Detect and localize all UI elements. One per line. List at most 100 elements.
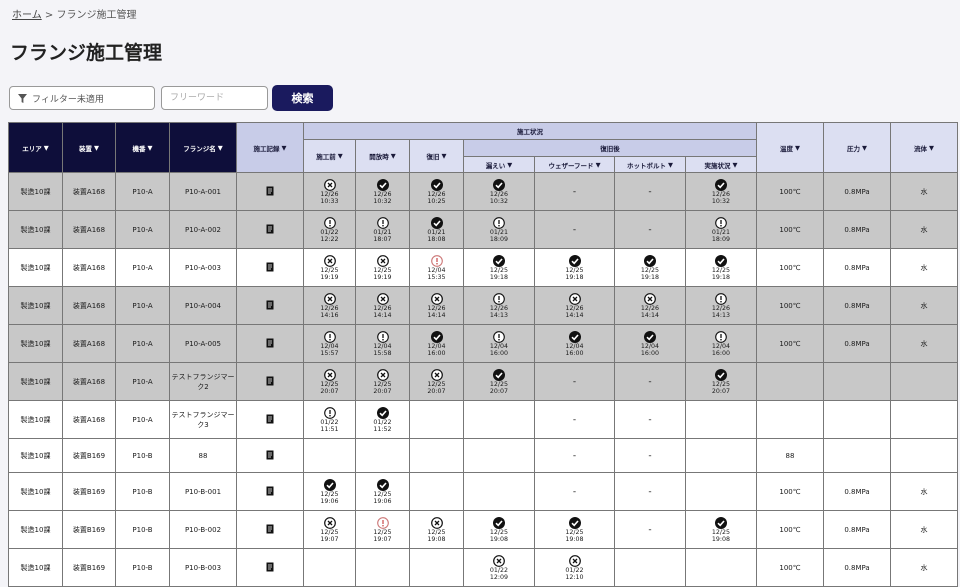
cell-record[interactable] — [236, 472, 304, 511]
status-cell[interactable]: 12/26 10:33 — [303, 172, 356, 211]
filter-button[interactable]: フィルター未適用 — [9, 86, 155, 110]
status-cell[interactable]: 12/26 14:13 — [685, 286, 757, 325]
status-cell[interactable]: 12/04 16:00 — [614, 324, 686, 363]
cell-flange: P10-A-004 — [169, 286, 237, 325]
freeword-input[interactable] — [161, 86, 268, 110]
table-row[interactable]: 製造10課 装置A168 P10-A テストフランジマーク2 12/25 20:07 12/… — [8, 362, 958, 401]
status-cell[interactable]: 12/25 20:07 — [409, 362, 464, 401]
status-cell[interactable]: 12/04 16:00 — [534, 324, 615, 363]
table-row[interactable]: 製造10課 装置A168 P10-A P10-A-003 12/25 19:19 12/25… — [8, 248, 958, 287]
warning-icon — [323, 406, 336, 419]
status-cell[interactable]: 01/21 18:07 — [355, 210, 410, 249]
status-cell — [685, 548, 757, 587]
status-cell[interactable]: 12/26 14:14 — [614, 286, 686, 325]
status-cell[interactable]: 12/25 19:08 — [534, 510, 615, 549]
status-cell[interactable]: 12/26 10:32 — [355, 172, 410, 211]
status-cell[interactable]: 01/21 18:09 — [685, 210, 757, 249]
table-row[interactable]: 製造10課 装置B169 P10-B 88- -88 — [8, 438, 958, 473]
check-icon — [715, 254, 727, 267]
status-cell[interactable]: 01/21 18:08 — [409, 210, 464, 249]
table-row[interactable]: 製造10課 装置B169 P10-B P10-B-001 12/25 19:06 12/25… — [8, 472, 958, 511]
status-cell[interactable]: 12/25 19:06 — [303, 472, 356, 511]
table-row[interactable]: 製造10課 装置B169 P10-B P10-B-003 01/22 12:09 01/22… — [8, 548, 958, 587]
status-cell[interactable]: 12/25 19:18 — [614, 248, 686, 287]
header-device[interactable]: 機番 ▼ — [115, 122, 170, 173]
status-cell[interactable]: 12/25 19:19 — [355, 248, 410, 287]
status-cell[interactable]: 12/26 14:14 — [409, 286, 464, 325]
cell-record[interactable] — [236, 210, 304, 249]
header-restore[interactable]: 復旧 ▼ — [409, 139, 464, 173]
status-cell[interactable]: 12/04 15:57 — [303, 324, 356, 363]
header-area[interactable]: エリア ▼ — [8, 122, 63, 173]
cell-record[interactable] — [236, 438, 304, 473]
table-row[interactable]: 製造10課 装置A168 P10-A P10-A-001 12/26 10:33 12/26… — [8, 172, 958, 211]
cell-record[interactable] — [236, 548, 304, 587]
table-row[interactable]: 製造10課 装置A168 P10-A P10-A-004 12/26 14:16 12/26… — [8, 286, 958, 325]
cell-area: 製造10課 — [8, 510, 63, 549]
status-cell[interactable]: 12/25 19:08 — [409, 510, 464, 549]
header-hotbolt[interactable]: ホットボルト ▼ — [614, 156, 686, 173]
header-before[interactable]: 施工前 ▼ — [303, 139, 356, 173]
header-pressure[interactable]: 圧力 ▼ — [823, 122, 891, 173]
header-record[interactable]: 施工記録 ▼ — [236, 122, 304, 173]
header-weather[interactable]: ウェザーフード ▼ — [534, 156, 615, 173]
status-cell[interactable]: 12/25 20:07 — [303, 362, 356, 401]
cell-record[interactable] — [236, 362, 304, 401]
status-cell[interactable]: 12/26 10:32 — [463, 172, 535, 211]
table-row[interactable]: 製造10課 装置A168 P10-A P10-A-005 12/04 15:57 12/04… — [8, 324, 958, 363]
check-icon — [493, 254, 505, 267]
status-cell[interactable]: 12/26 10:25 — [409, 172, 464, 211]
status-cell[interactable]: 12/25 19:08 — [685, 510, 757, 549]
table-row[interactable]: 製造10課 装置A168 P10-A P10-A-002 01/22 12:22 01/21… — [8, 210, 958, 249]
cell-record[interactable] — [236, 400, 304, 439]
header-status-group[interactable]: 施工状況 — [303, 122, 757, 140]
breadcrumb-home-link[interactable]: ホーム — [12, 10, 42, 21]
header-loosen[interactable]: 開放時 ▼ — [355, 139, 410, 173]
status-cell[interactable]: 01/22 11:52 — [355, 400, 410, 439]
status-cell[interactable]: 12/25 19:18 — [463, 248, 535, 287]
status-cell[interactable]: 12/25 20:07 — [685, 362, 757, 401]
status-cell[interactable]: 12/25 19:08 — [463, 510, 535, 549]
status-cell[interactable]: 12/26 14:13 — [463, 286, 535, 325]
cell-record[interactable] — [236, 324, 304, 363]
header-temp[interactable]: 温度 ▼ — [756, 122, 824, 173]
status-cell[interactable]: 01/21 18:09 — [463, 210, 535, 249]
status-cell[interactable]: 01/22 12:10 — [534, 548, 615, 587]
status-cell[interactable]: 12/04 16:00 — [685, 324, 757, 363]
status-cell[interactable]: 12/25 20:07 — [463, 362, 535, 401]
status-cell[interactable]: 12/25 19:18 — [534, 248, 615, 287]
status-cell[interactable]: 12/04 15:35 — [409, 248, 464, 287]
header-flange[interactable]: フランジ名 ▼ — [169, 122, 237, 173]
status-cell[interactable]: 12/04 16:00 — [463, 324, 535, 363]
status-cell[interactable]: 01/22 12:22 — [303, 210, 356, 249]
status-cell[interactable]: 12/04 16:00 — [409, 324, 464, 363]
cell-record[interactable] — [236, 248, 304, 287]
cell-equipment: 装置B169 — [62, 548, 116, 587]
status-cell[interactable]: 12/25 19:18 — [685, 248, 757, 287]
status-cell[interactable]: 12/25 19:07 — [303, 510, 356, 549]
search-button[interactable]: 検索 — [272, 85, 333, 111]
status-cell[interactable]: 12/25 19:06 — [355, 472, 410, 511]
header-fluid[interactable]: 流体 ▼ — [890, 122, 958, 173]
status-cell[interactable]: 12/26 14:16 — [303, 286, 356, 325]
table-row[interactable]: 製造10課 装置B169 P10-B P10-B-002 12/25 19:07 12/25… — [8, 510, 958, 549]
status-cell[interactable]: 12/26 14:14 — [534, 286, 615, 325]
header-leak[interactable]: 漏えい ▼ — [463, 156, 535, 173]
status-cell[interactable]: 12/26 10:32 — [685, 172, 757, 211]
cell-record[interactable] — [236, 172, 304, 211]
status-time: 16:00 — [640, 349, 660, 357]
table-row[interactable]: 製造10課 装置A168 P10-A テストフランジマーク3 01/22 11:51 01/… — [8, 400, 958, 439]
status-time: 14:14 — [565, 311, 584, 319]
status-cell[interactable]: 12/04 15:58 — [355, 324, 410, 363]
status-cell[interactable]: 12/25 20:07 — [355, 362, 410, 401]
status-cell[interactable]: 12/25 19:19 — [303, 248, 356, 287]
status-cell[interactable]: 01/22 11:51 — [303, 400, 356, 439]
cell-pressure — [823, 362, 891, 401]
header-equipment[interactable]: 装置 ▼ — [62, 122, 116, 173]
cell-record[interactable] — [236, 286, 304, 325]
status-cell[interactable]: 01/22 12:09 — [463, 548, 535, 587]
status-cell[interactable]: 12/25 19:07 — [355, 510, 410, 549]
header-install[interactable]: 実施状況 ▼ — [685, 156, 757, 173]
status-cell[interactable]: 12/26 14:14 — [355, 286, 410, 325]
cell-record[interactable] — [236, 510, 304, 549]
